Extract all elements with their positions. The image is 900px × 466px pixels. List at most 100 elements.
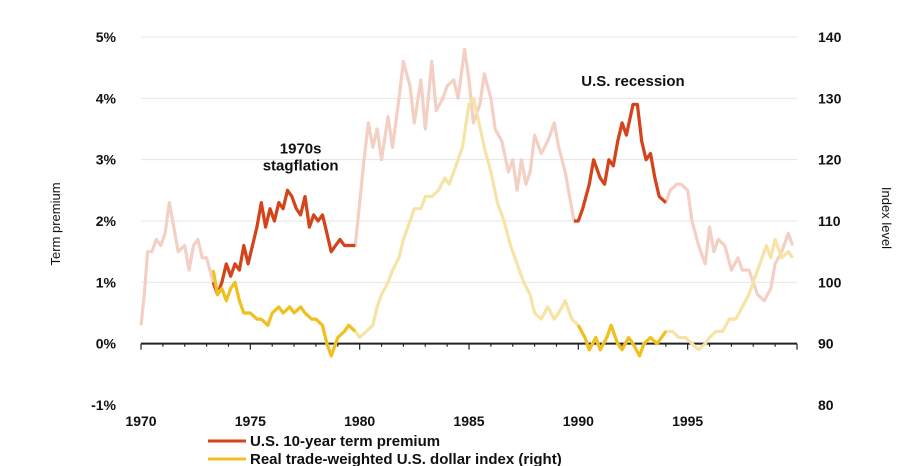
data-point [691, 343, 693, 345]
data-point [403, 61, 405, 63]
data-point [484, 73, 486, 75]
data-point [554, 122, 556, 124]
data-point [156, 239, 158, 241]
zero-baseline [140, 342, 798, 350]
data-point [409, 85, 411, 87]
data-point [737, 257, 739, 259]
x-tick-label: 1980 [344, 413, 375, 429]
gridlines [141, 36, 797, 283]
data-point [304, 196, 306, 198]
data-point [274, 220, 276, 222]
right-axis-title: Index level [879, 187, 894, 249]
data-point [735, 318, 737, 320]
data-point [164, 233, 166, 235]
data-point [672, 331, 674, 333]
data-point [464, 49, 466, 51]
data-point [599, 349, 601, 351]
annotation-line: stagflation [263, 158, 339, 175]
data-point [704, 343, 706, 345]
legend-label: U.S. 10-year term premium [250, 433, 440, 450]
data-point [593, 159, 595, 161]
data-point [792, 245, 794, 247]
data-point [278, 306, 280, 308]
data-point [300, 306, 302, 308]
data-point [144, 294, 146, 296]
data-point [282, 312, 284, 314]
data-point [558, 312, 560, 314]
data-point [363, 159, 365, 161]
right-tick-label: 80 [818, 397, 834, 413]
data-point [578, 220, 580, 222]
data-point [392, 269, 394, 271]
data-point [206, 257, 208, 259]
data-point [774, 239, 776, 241]
data-point [252, 245, 254, 247]
legend-label: Real trade-weighted U.S. dollar index (r… [250, 451, 562, 466]
data-point [337, 337, 339, 339]
data-point [330, 355, 332, 357]
data-point [309, 226, 311, 228]
data-point [722, 331, 724, 333]
data-point [462, 147, 464, 149]
data-point [643, 343, 645, 345]
data-point [510, 245, 512, 247]
data-point [326, 343, 328, 345]
data-point [490, 171, 492, 173]
data-point [617, 343, 619, 345]
series-line-faded [139, 47, 795, 326]
data-point [267, 325, 269, 327]
data-point [184, 245, 186, 247]
data-point [484, 147, 486, 149]
data-point [641, 141, 643, 143]
data-point [665, 202, 667, 204]
data-point [188, 269, 190, 271]
data-point [193, 245, 195, 247]
right-tick-label: 100 [818, 274, 842, 290]
data-point [420, 79, 422, 81]
data-point [669, 190, 671, 192]
data-point [468, 79, 470, 81]
data-point [595, 337, 597, 339]
data-point [632, 343, 634, 345]
series-line-faded [211, 96, 794, 358]
data-point [387, 282, 389, 284]
data-point [212, 269, 214, 271]
data-point [523, 282, 525, 284]
data-point [678, 337, 680, 339]
data-point [271, 312, 273, 314]
data-point [287, 190, 289, 192]
data-point [698, 245, 700, 247]
data-point [759, 263, 761, 265]
right-tick-label: 110 [818, 213, 841, 229]
data-point [296, 208, 298, 210]
data-point [256, 318, 258, 320]
data-point [313, 214, 315, 216]
data-point [724, 245, 726, 247]
data-point [503, 220, 505, 222]
data-point [516, 190, 518, 192]
data-point [766, 245, 768, 247]
data-point [477, 116, 479, 118]
data-point [322, 325, 324, 327]
data-point [234, 263, 236, 265]
series-line-highlight [574, 102, 667, 223]
data-point [529, 294, 531, 296]
data-point [742, 306, 744, 308]
data-point [534, 312, 536, 314]
right-tick-label: 130 [818, 90, 842, 106]
data-point [359, 337, 361, 339]
data-point [650, 153, 652, 155]
data-point [578, 325, 580, 327]
left-tick-label: 4% [96, 90, 117, 106]
data-point [584, 337, 586, 339]
data-point [685, 337, 687, 339]
data-point [289, 306, 291, 308]
series-line-highlight [211, 188, 356, 297]
left-tick-label: 1% [96, 274, 117, 290]
right-axis-ticks: 140 130 120 110 100 90 80 [818, 29, 842, 413]
data-point [792, 257, 794, 259]
data-point [654, 177, 656, 179]
data-point [315, 318, 317, 320]
data-point [704, 263, 706, 265]
data-point [201, 257, 203, 259]
